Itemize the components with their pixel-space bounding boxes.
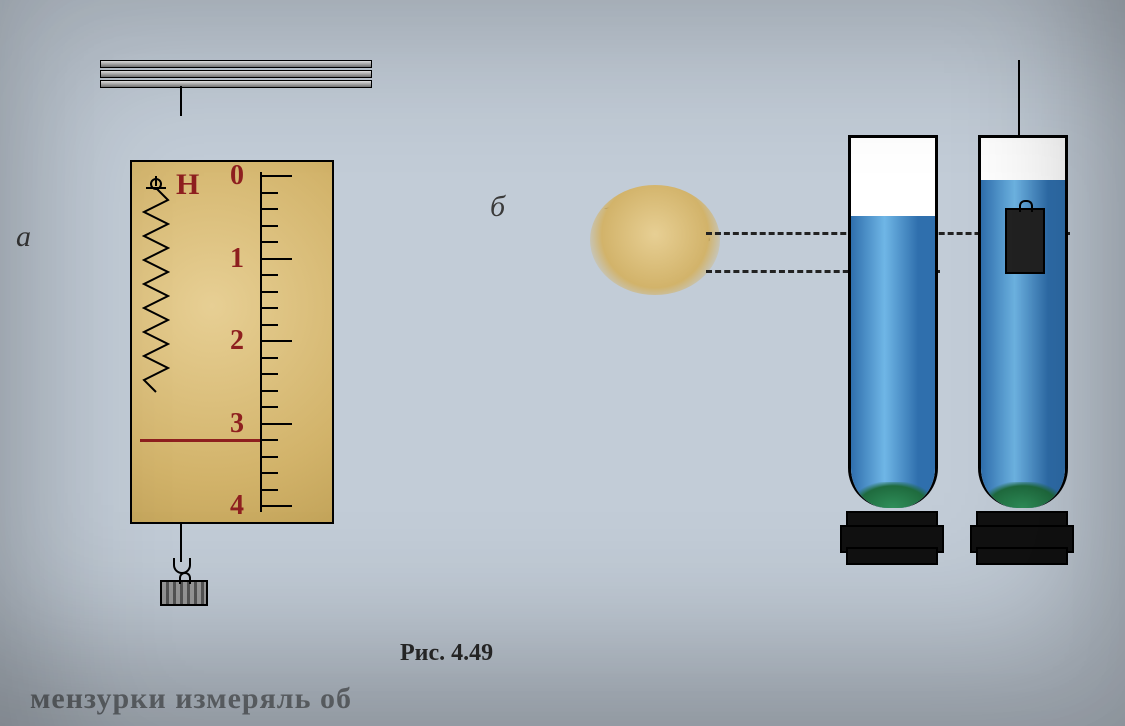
tick-minor xyxy=(260,373,278,375)
submerged-body xyxy=(1005,208,1045,274)
cropped-body-text: мензурки измеряль об xyxy=(30,682,352,716)
scale-number: 2 xyxy=(230,325,244,357)
tick-minor xyxy=(260,307,278,309)
tick-minor xyxy=(260,406,278,408)
cylinder-base xyxy=(970,507,1070,565)
tick-minor xyxy=(260,274,278,276)
tick-minor xyxy=(260,472,278,474)
support-bar xyxy=(100,70,372,78)
cylinder-tube xyxy=(978,135,1068,508)
lower-hook-line xyxy=(180,522,182,562)
spring-icon xyxy=(142,176,170,444)
subfigure-label-a: а xyxy=(16,220,31,254)
tick-minor xyxy=(260,489,278,491)
scale-number: 1 xyxy=(230,243,244,275)
scale-number: 0 xyxy=(230,160,244,192)
tick-major xyxy=(260,505,292,507)
water-level xyxy=(851,216,935,508)
graduated-cylinder xyxy=(970,135,1070,565)
dynamometer-figure: Н 0 1 2 3 4 xyxy=(100,60,370,620)
tick-major xyxy=(260,175,292,177)
hanging-weight xyxy=(160,580,208,606)
tick-minor xyxy=(260,439,278,441)
cylinder-base xyxy=(840,507,940,565)
tick-minor xyxy=(260,225,278,227)
volume-measurement-figure xyxy=(470,100,1110,600)
tick-minor xyxy=(260,241,278,243)
tick-minor xyxy=(260,192,278,194)
cylinder-tube xyxy=(848,135,938,508)
figure-caption: Рис. 4.49 xyxy=(400,640,493,667)
hanger-line xyxy=(180,86,182,116)
scale-number: 3 xyxy=(230,408,244,440)
support-bar xyxy=(100,60,372,68)
support-bar xyxy=(100,80,372,88)
tick-minor xyxy=(260,208,278,210)
tick-minor xyxy=(260,291,278,293)
scale-axis xyxy=(260,172,262,512)
tick-major xyxy=(260,423,292,425)
tick-major xyxy=(260,258,292,260)
tick-minor xyxy=(260,357,278,359)
tick-minor xyxy=(260,390,278,392)
unit-label: Н xyxy=(176,168,199,202)
tick-minor xyxy=(260,456,278,458)
eye-icon xyxy=(600,195,710,285)
dynamometer-plate: Н 0 1 2 3 4 xyxy=(130,160,334,524)
graduated-cylinder xyxy=(840,135,940,565)
tick-minor xyxy=(260,324,278,326)
tick-major xyxy=(260,340,292,342)
eye-glow xyxy=(590,185,720,295)
scale-number: 4 xyxy=(230,490,244,522)
